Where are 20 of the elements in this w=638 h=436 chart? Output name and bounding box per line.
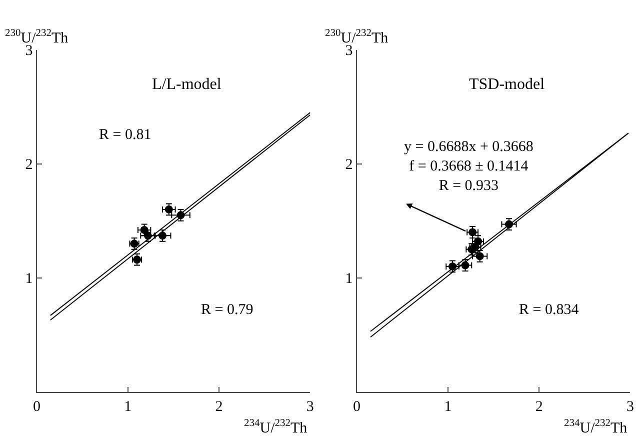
y-tick-label: 2 [345, 157, 353, 174]
x-tick-label: 3 [626, 398, 634, 415]
x-tick-label: 0 [353, 398, 361, 415]
annotation: y = 0.6688x + 0.3668 f = 0.3668 ± 0.1414 R = 0.933 [404, 139, 534, 194]
x-tick-label: 1 [444, 398, 452, 415]
y-tick-label: 2 [25, 157, 33, 174]
x-tick-label: 1 [124, 398, 132, 415]
x-tick-label: 3 [306, 398, 314, 415]
y-tick-label: 1 [345, 271, 353, 288]
x-tick-label: 2 [215, 398, 223, 415]
x-axis-title: $^{234}$U/$^{232}$Th [564, 418, 628, 436]
annotation: R = 0.79 [201, 302, 254, 318]
y-tick-label: 1 [25, 271, 33, 288]
annotation: R = 0.81 [99, 127, 152, 143]
x-axis-title: $^{234}$U/$^{232}$Th [244, 418, 308, 436]
text: TSD-model [469, 76, 546, 93]
x-tick-label: 2 [535, 398, 543, 415]
text: L/L-model [152, 76, 222, 93]
x-tick-label: 0 [33, 398, 41, 415]
annotation: R = 0.834 [519, 302, 580, 318]
